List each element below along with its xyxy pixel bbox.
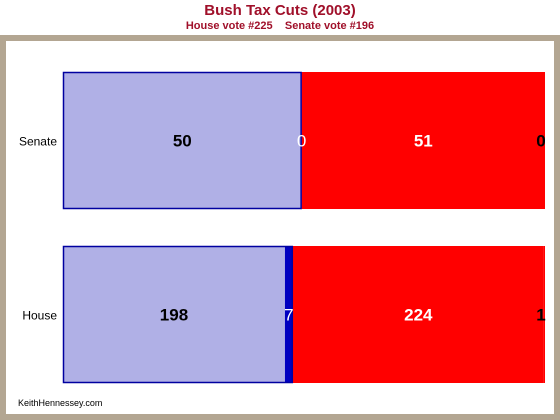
- bar-house-rep-yes: [292, 246, 544, 383]
- bar-senate-rep-yes: [301, 72, 545, 209]
- data-label-house-dem-no: 7: [284, 306, 293, 325]
- data-label-house-rep-no: 1: [536, 306, 545, 325]
- chart-subtitle: House vote #225 Senate vote #196: [185, 20, 375, 32]
- credit-text: KeithHennessey.com: [18, 398, 103, 408]
- bar-house-dem-yes: [63, 246, 285, 383]
- data-label-senate-rep-yes: 51: [414, 132, 433, 151]
- data-label-senate-rep-no: 0: [536, 132, 545, 151]
- data-label-senate-dem-yes: 50: [173, 132, 192, 151]
- bar-senate-dem-yes: [63, 72, 302, 209]
- data-label-senate-dem-no: 0: [297, 132, 306, 151]
- bar-house-dem-no: [284, 246, 293, 383]
- data-label-house-dem-yes: 198: [160, 306, 188, 325]
- data-label-house-rep-yes: 224: [404, 306, 433, 325]
- category-label-house: House: [22, 309, 57, 323]
- bar-house-rep-no: [543, 246, 545, 383]
- bar-outline-senate: [62, 71, 302, 210]
- category-label-senate: Senate: [19, 135, 57, 149]
- bar-outline-house: [62, 245, 294, 384]
- chart-title: Bush Tax Cuts (2003): [204, 2, 356, 19]
